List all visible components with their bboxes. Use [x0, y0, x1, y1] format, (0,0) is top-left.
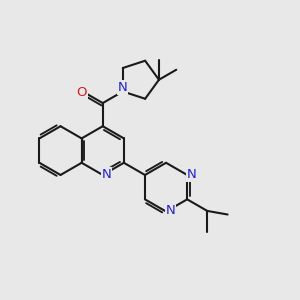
Text: N: N [118, 81, 128, 94]
Text: N: N [187, 169, 196, 182]
Text: N: N [101, 168, 111, 181]
Text: O: O [76, 86, 87, 99]
Text: N: N [165, 204, 175, 218]
